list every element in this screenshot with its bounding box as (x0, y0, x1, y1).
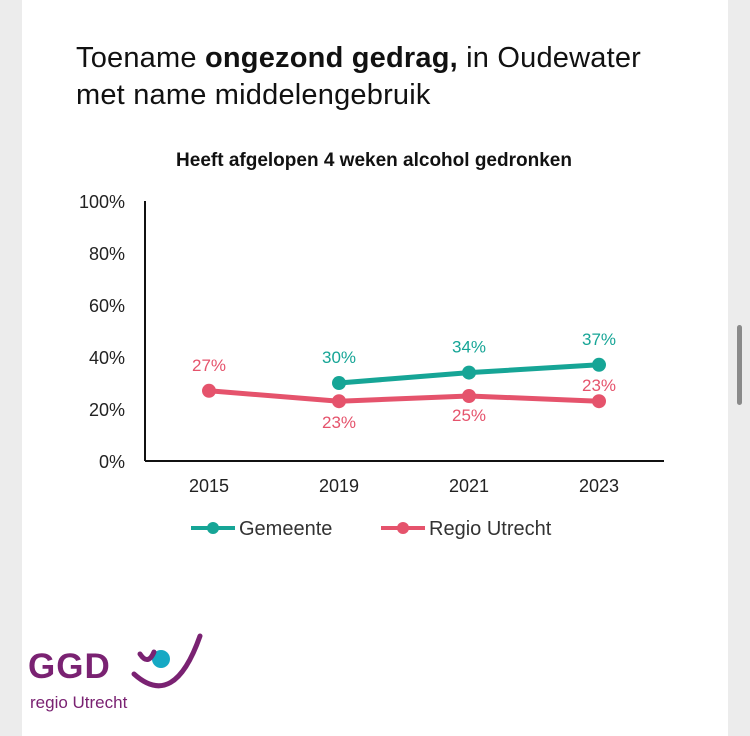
data-labels: 30% 34% 37% 27% 23% 25% 23% (192, 330, 616, 432)
legend-label: Regio Utrecht (429, 518, 552, 540)
logo-wordmark: GGD (28, 647, 111, 686)
chart-title: Heeft afgelopen 4 weken alcohol gedronke… (176, 150, 572, 171)
data-point (592, 357, 606, 372)
y-tick-label: 40% (89, 348, 125, 368)
title-part-2: in Oudewater (457, 42, 642, 74)
data-point (332, 394, 346, 409)
x-tick-label: 2019 (319, 476, 359, 496)
data-label: 27% (192, 356, 226, 375)
left-margin (0, 0, 22, 736)
data-point (202, 383, 216, 398)
scrollbar-thumb[interactable] (737, 325, 742, 405)
data-label: 23% (582, 376, 616, 395)
legend-label: Gemeente (239, 518, 332, 540)
data-label: 37% (582, 330, 616, 349)
y-axis-ticks: 0% 20% 40% 60% 80% 100% (79, 192, 125, 472)
y-tick-label: 80% (89, 244, 125, 264)
slide-card (22, 0, 728, 736)
title-line-2: met name middelengebruik (76, 79, 431, 111)
data-label: 34% (452, 338, 486, 357)
data-label: 30% (322, 348, 356, 367)
x-tick-label: 2015 (189, 476, 229, 496)
data-point (592, 394, 606, 409)
legend-marker (207, 522, 219, 534)
logo-swoosh-large-icon (131, 633, 203, 689)
line-chart: Heeft afgelopen 4 weken alcohol gedronke… (79, 150, 664, 540)
logo-subtitle: regio Utrecht (30, 693, 128, 712)
y-tick-label: 60% (89, 296, 125, 316)
ggd-logo (131, 633, 203, 689)
y-tick-label: 20% (89, 400, 125, 420)
logo-swoosh-small-icon (137, 649, 157, 662)
series-points (202, 357, 606, 409)
series-lines (208, 362, 600, 404)
y-tick-label: 100% (79, 192, 125, 212)
x-tick-label: 2023 (579, 476, 619, 496)
logo-dot-icon (152, 650, 170, 668)
x-tick-label: 2021 (449, 476, 489, 496)
data-label: 23% (322, 413, 356, 432)
data-point (462, 365, 476, 380)
y-tick-label: 0% (99, 452, 125, 472)
data-point (332, 376, 346, 390)
legend-marker (397, 522, 409, 534)
data-point (462, 389, 476, 403)
legend: Gemeente Regio Utrecht (191, 518, 552, 540)
title-bold: ongezond gedrag, (204, 42, 458, 74)
title-part-1: Toename (76, 42, 205, 74)
data-label: 25% (452, 406, 486, 425)
slide-title: Toename ongezond gedrag, in Oudewater me… (76, 40, 726, 114)
series-line-2 (208, 388, 600, 404)
x-axis-ticks: 2015 2019 2021 2023 (189, 476, 619, 496)
